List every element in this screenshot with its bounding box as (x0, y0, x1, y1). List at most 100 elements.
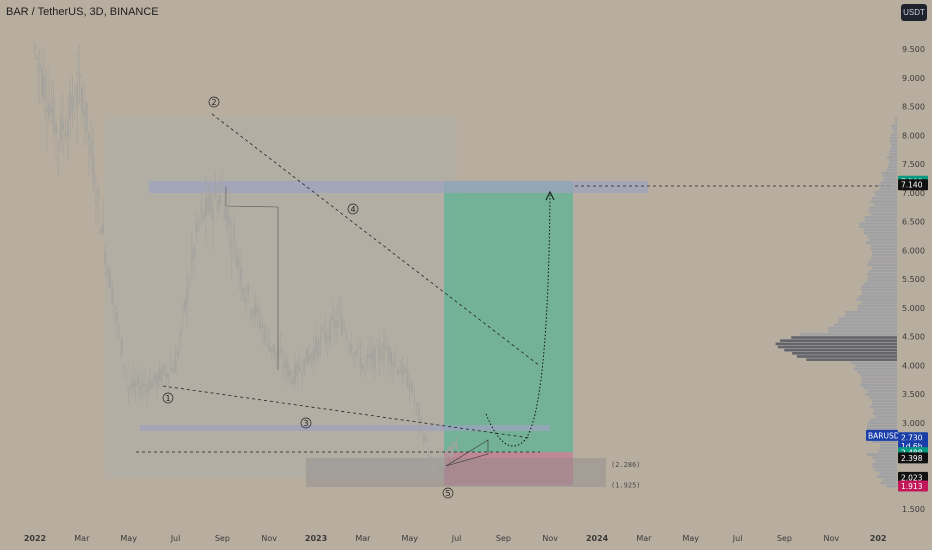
candle-body (286, 363, 289, 377)
resistance-zone[interactable] (149, 181, 648, 193)
price-badge-label: 1d 6h (901, 442, 923, 451)
price-badge-label: 7.140 (901, 181, 923, 190)
price-tick-label: 7.500 (902, 160, 925, 169)
candle-body (408, 384, 411, 390)
wave-label-circle (300, 417, 312, 429)
wave-label-4: 4 (350, 205, 355, 214)
volume-profile-bar (867, 272, 897, 276)
volume-profile-bar (891, 124, 897, 127)
volume-profile-bar (828, 326, 897, 330)
volume-profile-bar (870, 200, 897, 203)
candle-body (413, 399, 416, 402)
price-tick-label: 7.000 (902, 189, 925, 198)
price-badge-label: 2.730 (901, 434, 923, 443)
candle-body (336, 320, 339, 328)
candle-body (432, 464, 435, 469)
volume-profile-bar (861, 380, 897, 384)
volume-profile-bar (871, 253, 897, 257)
bracket-line[interactable] (225, 186, 279, 370)
volume-profile-bar (870, 257, 897, 260)
volume-profile-bar (888, 165, 897, 169)
price-tick-label: 6.500 (902, 218, 925, 227)
upper-trendline[interactable] (211, 113, 541, 367)
candle-body (211, 209, 214, 221)
wedge-pattern[interactable] (445, 439, 489, 467)
candle-body (45, 106, 48, 113)
volume-profile-bar (866, 453, 897, 456)
candle-body (368, 354, 371, 359)
time-axis[interactable]: 2022 Mar May Jul Sep Nov 2023 Mar May Jul Sep Nov 20… (24, 534, 887, 543)
candle-body (179, 331, 182, 337)
volume-profile-bar (859, 222, 897, 225)
candle-body (214, 190, 217, 198)
volume-profile-bar (869, 206, 897, 210)
candle-body (265, 330, 268, 333)
candle-body (279, 349, 282, 354)
candle-body (268, 343, 271, 352)
candle-body (256, 306, 259, 313)
price-tick-label: 6.000 (902, 246, 925, 255)
wave-label-3: 3 (303, 419, 308, 428)
candle-body (130, 384, 133, 388)
candle-body (97, 188, 100, 197)
candle-body (291, 379, 294, 385)
price-axis[interactable]: 9.500 9.000 8.500 8.000 7.500 7.000 6.500 6.000… (902, 45, 925, 514)
time-tick-label: 202 (870, 534, 887, 543)
volume-profile-bar (833, 323, 897, 327)
wave-label-2: 2 (211, 98, 216, 107)
time-tick-label: Sep (496, 534, 511, 543)
currency-button[interactable]: USDT (901, 4, 927, 21)
volume-profile-bar (869, 269, 897, 273)
long-position-stop-zone[interactable] (444, 452, 573, 486)
trendline-drawings[interactable]: 1 2 3 4 5 (136, 96, 890, 499)
volume-profile-bar (865, 241, 897, 244)
candle-body (216, 199, 219, 211)
candle-body (275, 351, 278, 354)
candle-body (439, 456, 442, 464)
candle-body (350, 345, 353, 352)
candle-body (176, 350, 179, 356)
candle-body (289, 370, 292, 377)
volume-profile-bar (889, 140, 897, 143)
candle-body (153, 371, 156, 381)
candle-body (118, 327, 121, 330)
candle-body (305, 348, 308, 364)
projection-arc[interactable] (485, 194, 551, 447)
volume-profile-bar (875, 469, 897, 472)
lower-trendline[interactable] (162, 385, 531, 439)
volume-profile-bar (850, 361, 897, 365)
demand-box[interactable] (306, 458, 606, 487)
candle-body (436, 461, 439, 464)
time-tick-label: Mar (636, 534, 652, 543)
candle-body (254, 303, 257, 316)
candle-body (242, 287, 245, 295)
price-badge-label: 2.023 (901, 473, 923, 482)
candle-body (197, 219, 200, 221)
candle-body (66, 120, 69, 137)
volume-profile-bar (888, 159, 897, 162)
wave-label-1: 1 (165, 394, 170, 403)
volume-profile-bar (883, 174, 897, 178)
candle-body (200, 207, 203, 211)
volume-profile-bar (861, 377, 897, 380)
volume-profile-bar (875, 193, 897, 197)
price-badge (898, 480, 928, 492)
candle-body (425, 437, 428, 442)
volume-profile-bar (869, 405, 897, 409)
candle-body (397, 369, 400, 374)
time-tick-label: May (120, 534, 137, 543)
long-position-target-zone[interactable] (444, 181, 573, 453)
price-badge (866, 429, 898, 441)
candle-body (450, 446, 453, 457)
volume-profile-bar (872, 465, 897, 469)
candle-body (233, 230, 236, 234)
volume-profile-bar (845, 310, 897, 314)
box-level-label: (1.925) (611, 482, 641, 490)
support-zone[interactable] (140, 425, 550, 431)
candle-body (352, 354, 355, 357)
volume-profile-bar (858, 295, 897, 298)
candle-body (340, 316, 343, 336)
candle-body (122, 364, 125, 368)
